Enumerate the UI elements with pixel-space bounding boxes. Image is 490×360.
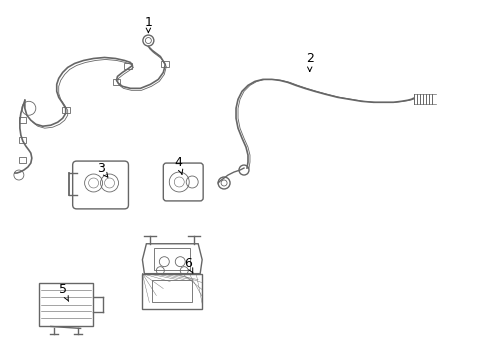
Bar bbox=[39, 283, 93, 327]
Bar bbox=[161, 62, 169, 67]
Bar bbox=[152, 280, 192, 302]
Text: 4: 4 bbox=[174, 156, 183, 174]
Bar bbox=[19, 137, 26, 143]
Text: 1: 1 bbox=[145, 16, 152, 32]
Bar bbox=[143, 274, 202, 310]
Bar bbox=[19, 117, 26, 123]
Bar bbox=[154, 248, 190, 270]
Bar bbox=[124, 63, 132, 69]
Text: 3: 3 bbox=[97, 162, 108, 177]
Bar bbox=[113, 80, 121, 85]
Bar bbox=[19, 157, 26, 163]
Bar bbox=[62, 107, 70, 113]
Text: 2: 2 bbox=[306, 52, 314, 71]
Text: 5: 5 bbox=[59, 283, 69, 301]
Text: 6: 6 bbox=[184, 257, 193, 273]
